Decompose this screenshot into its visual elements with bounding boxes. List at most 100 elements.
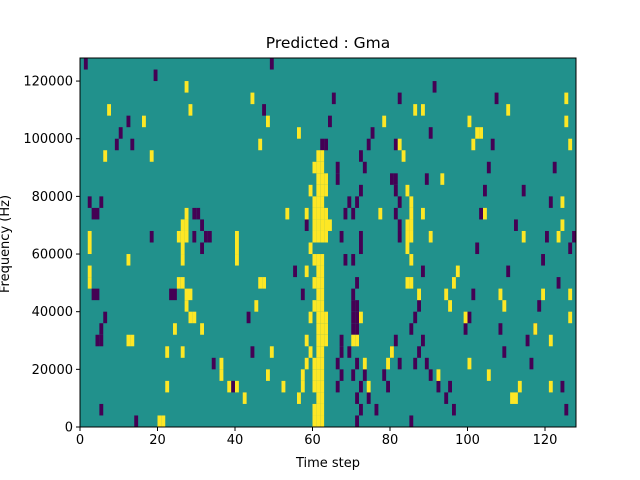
heatmap-cell-high (308, 311, 313, 324)
heatmap-cell-high (312, 300, 317, 312)
heatmap-cell-high (568, 138, 573, 151)
heatmap-cell-high (428, 230, 433, 243)
heatmap-cell-high (300, 380, 305, 393)
heatmap-cell-high (320, 254, 325, 266)
x-tick-label: 60 (304, 433, 321, 448)
heatmap-cell-high (308, 242, 313, 255)
heatmap-cell-low (130, 138, 135, 151)
heatmap-cell-high (533, 323, 538, 335)
heatmap-cell-high (436, 369, 441, 381)
heatmap-cell-high (316, 392, 321, 404)
heatmap-cell-high (320, 288, 325, 301)
heatmap-cell-low (351, 311, 356, 324)
heatmap-cell-low (359, 242, 363, 255)
heatmap-cell-high (316, 173, 321, 185)
heatmap-cell-low (428, 369, 433, 381)
heatmap-cell-high (320, 161, 325, 174)
heatmap-cell-low (99, 196, 104, 208)
heatmap-cell-high (103, 150, 108, 162)
heatmap-cell-high (262, 277, 266, 289)
heatmap-cell-low (359, 184, 363, 197)
heatmap-cell-high (409, 219, 414, 231)
heatmap-cell-high (401, 150, 406, 162)
heatmap-cell-high (324, 207, 328, 220)
heatmap-cell-high (312, 357, 317, 370)
heatmap-cell-high (184, 230, 189, 243)
heatmap-cell-high (316, 184, 321, 197)
heatmap-cell-high (440, 173, 445, 185)
heatmap-cell-high (359, 311, 363, 324)
heatmap-cell-high (517, 380, 522, 393)
heatmap-cell-low (366, 392, 371, 404)
heatmap-cell-low (397, 92, 402, 105)
heatmap-cell-low (397, 196, 402, 208)
heatmap-cell-low (525, 334, 530, 347)
x-tick-label: 120 (533, 433, 558, 448)
heatmap-cell-high (184, 288, 189, 301)
heatmap-cell-high (258, 277, 263, 289)
heatmap-cell-high (161, 415, 166, 427)
heatmap-cell-low (444, 392, 449, 404)
heatmap-cell-high (266, 369, 270, 381)
heatmap-cell-high (455, 265, 460, 278)
heatmap-cell-low (300, 288, 305, 301)
heatmap-cell-high (324, 230, 328, 243)
heatmap-cell-low (304, 219, 309, 231)
heatmap-cell-high (390, 346, 394, 358)
heatmap-cell-low (355, 311, 359, 324)
heatmap-cell-high (157, 415, 162, 427)
heatmap-cell-low (335, 357, 340, 370)
heatmap-cell-low (196, 207, 201, 220)
heatmap-cell-high (320, 334, 325, 347)
heatmap-cell-low (99, 323, 104, 335)
heatmap-cell-high (452, 277, 456, 289)
heatmap-cell-low (114, 138, 119, 151)
heatmap-cell-high (417, 288, 421, 301)
heatmap-cell-low (99, 403, 104, 416)
heatmap-cell-high (308, 184, 313, 197)
heatmap-cell-high (235, 380, 239, 393)
heatmap-cell-high (409, 254, 414, 266)
heatmap-cell-high (312, 415, 317, 427)
heatmap-cell-high (173, 323, 177, 335)
heatmap-cell-low (351, 288, 356, 301)
heatmap-cell-low (91, 207, 96, 220)
heatmap-cell-low (359, 403, 363, 416)
heatmap-cell-high (316, 196, 321, 208)
heatmap-cell-low (521, 184, 526, 197)
heatmap-cell-low (355, 357, 359, 370)
heatmap-cell-high (475, 127, 480, 139)
heatmap-cell-low (552, 161, 557, 174)
heatmap-cell-high (316, 219, 321, 231)
heatmap-cell-high (281, 380, 286, 393)
heatmap-cell-high (316, 288, 321, 301)
heatmap-cell-low (204, 230, 208, 243)
heatmap-cell-low (335, 161, 340, 174)
heatmap-cell-low (91, 288, 96, 301)
heatmap-cell-low (514, 219, 518, 231)
heatmap-cell-high (285, 207, 290, 220)
heatmap-cell-high (192, 311, 197, 324)
heatmap-cell-high (386, 357, 390, 370)
heatmap-cell-low (351, 207, 356, 220)
heatmap-cell-high (409, 277, 414, 289)
heatmap-cell-high (107, 104, 111, 116)
heatmap-cell-high (188, 288, 193, 301)
heatmap-cell-low (359, 150, 363, 162)
heatmap-cell-low (355, 415, 359, 427)
x-axis: 0 20 40 60 80 100 120 (76, 427, 558, 448)
heatmap-cell-low (262, 104, 266, 116)
heatmap-cell-low (463, 323, 468, 335)
heatmap-cell-low (343, 254, 348, 266)
heatmap-cell-high (405, 219, 410, 231)
y-tick-label: 100000 (23, 132, 73, 147)
heatmap-cell-high (316, 230, 321, 243)
heatmap-cell-low (192, 207, 197, 220)
heatmap-cell-low (362, 369, 367, 381)
heatmap-cell-high (312, 219, 317, 231)
heatmap-cell-low (417, 300, 421, 312)
heatmap-cell-high (324, 184, 328, 197)
heatmap-cell-high (328, 219, 332, 231)
heatmap-cell-high (498, 288, 503, 301)
heatmap-cell-high (409, 207, 414, 220)
